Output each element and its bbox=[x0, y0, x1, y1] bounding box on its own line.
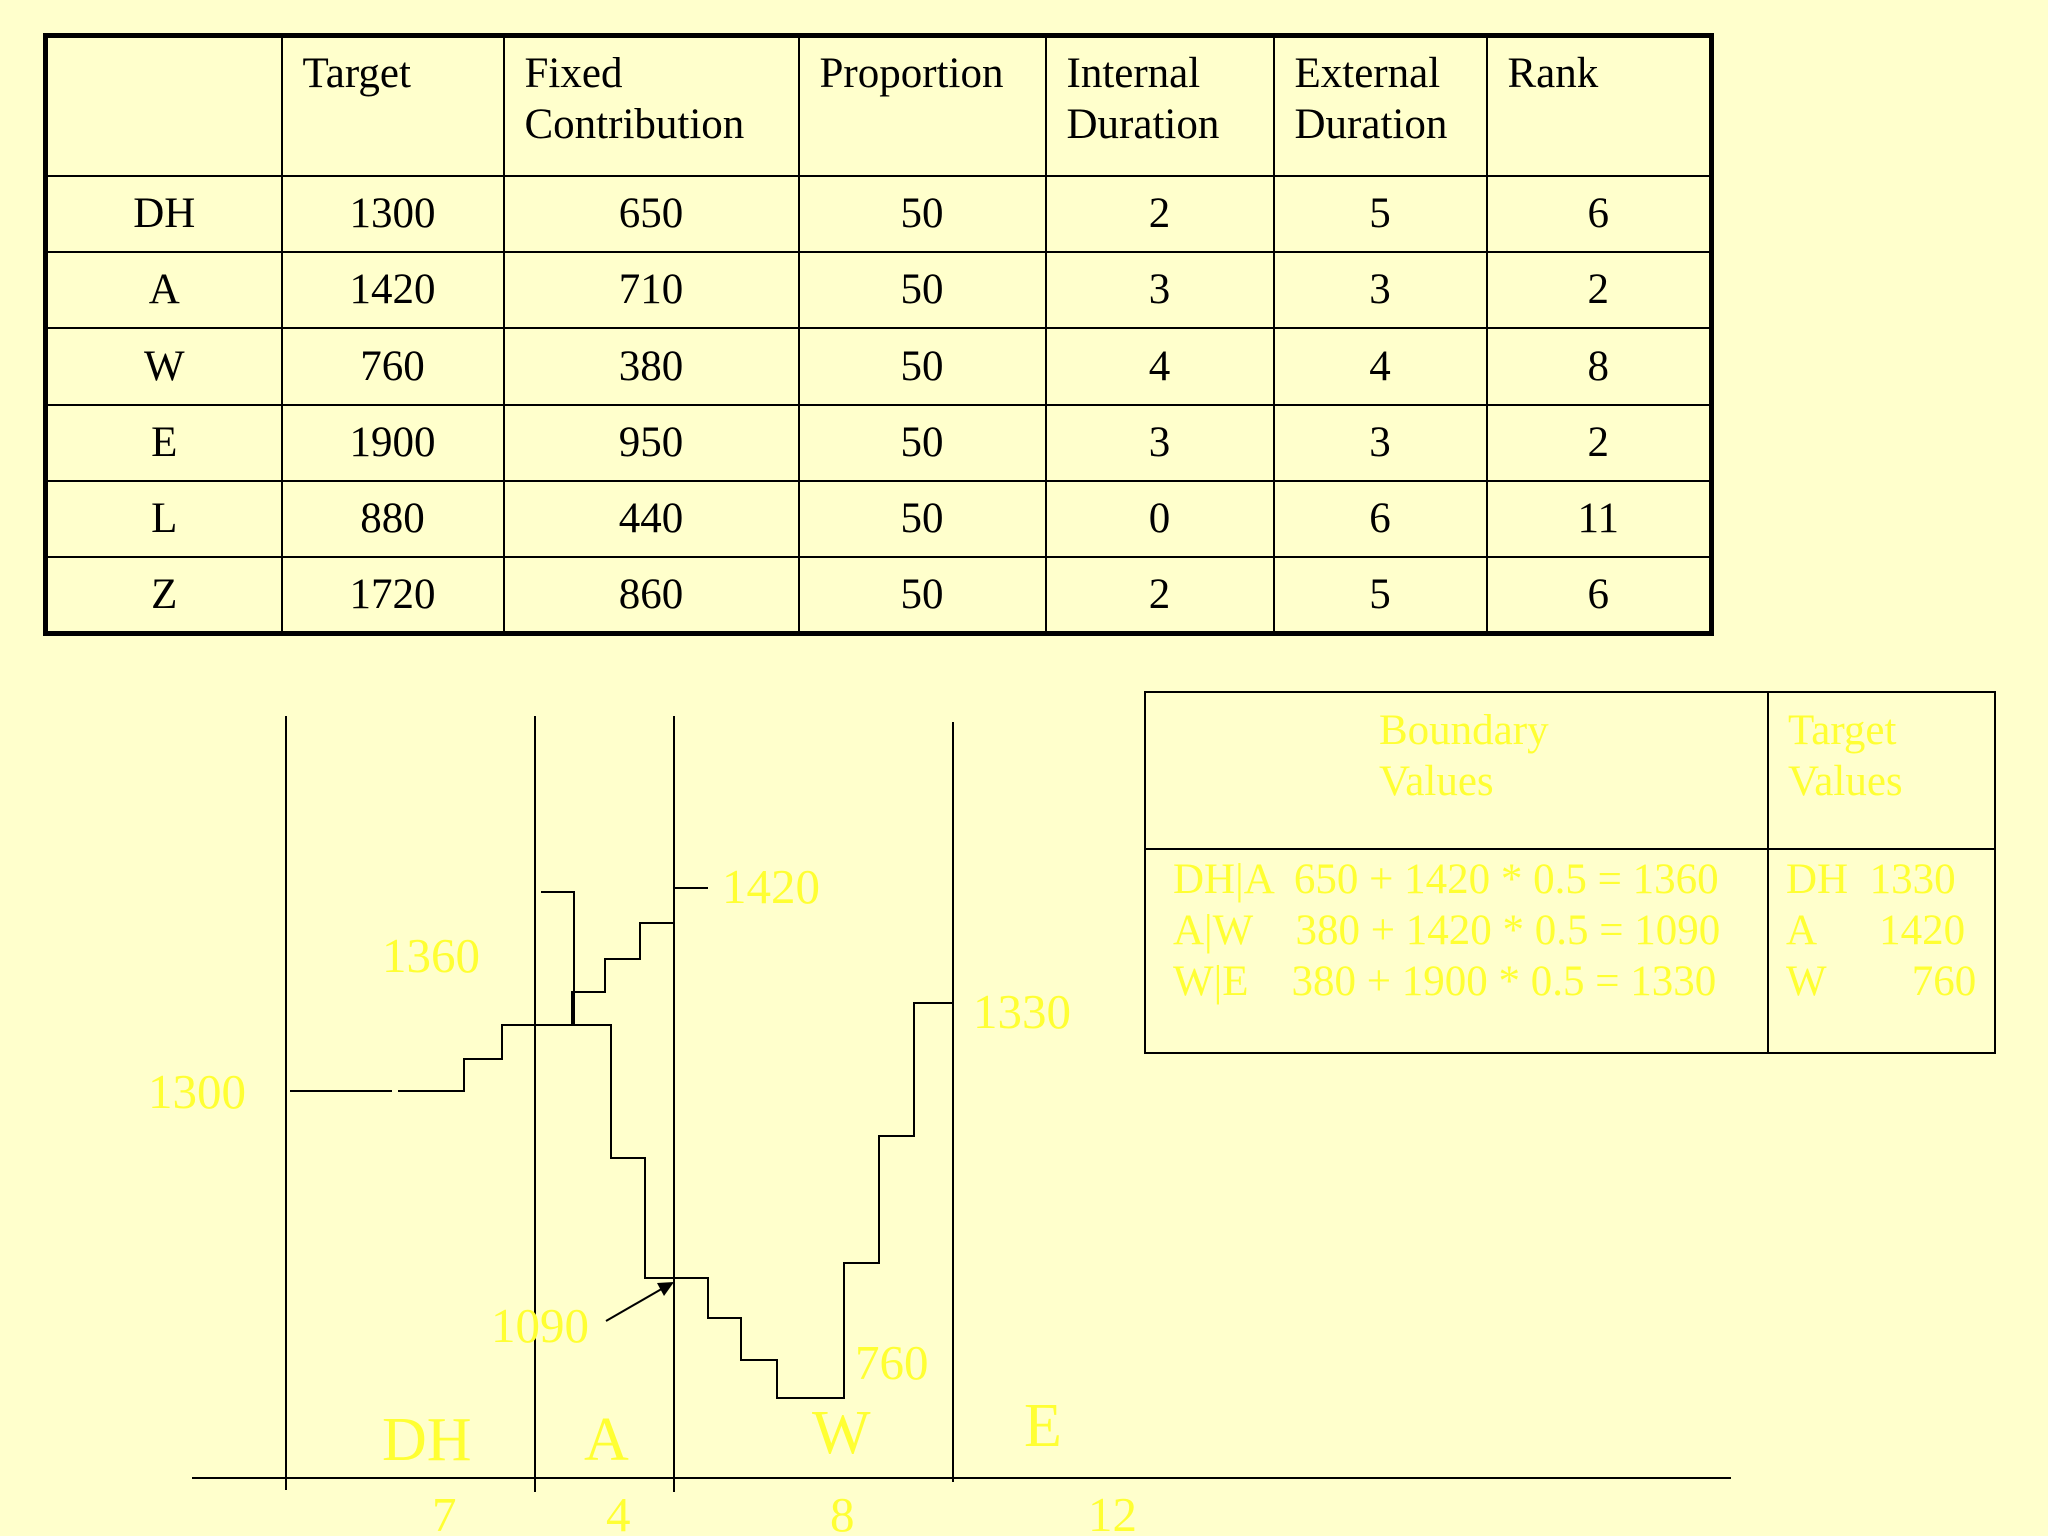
cell-external-duration: 5 bbox=[1272, 555, 1488, 635]
dh-step-line bbox=[398, 1024, 574, 1092]
a-falling-step-line bbox=[574, 1002, 953, 1399]
cell-fixed-contribution: 380 bbox=[502, 326, 800, 406]
label-760: 760 bbox=[855, 1335, 929, 1390]
table-row: E 1900 950 50 3 3 2 bbox=[44, 403, 1713, 482]
a-top-step-line bbox=[541, 891, 575, 1025]
boundary-values-box: Boundary Values Target Values DH|A 650 +… bbox=[1144, 691, 1996, 1054]
table-row: DH 1300 650 50 2 5 6 bbox=[44, 174, 1713, 253]
box-vertical-divider bbox=[1767, 693, 1769, 1052]
cell-row-label: A bbox=[44, 250, 283, 329]
cell-rank: 2 bbox=[1485, 250, 1713, 329]
cell-external-duration: 5 bbox=[1272, 174, 1488, 253]
header-cell-empty bbox=[44, 34, 283, 177]
header-rank: Rank bbox=[1485, 34, 1713, 177]
cell-row-label: Z bbox=[44, 555, 283, 635]
cell-external-duration: 3 bbox=[1272, 250, 1488, 329]
arrow-1090-head bbox=[657, 1282, 674, 1296]
cell-fixed-contribution: 710 bbox=[502, 250, 800, 329]
region-label-e: E bbox=[1024, 1392, 1062, 1460]
table-row: W 760 380 50 4 4 8 bbox=[44, 326, 1713, 406]
table-row: A 1420 710 50 3 3 2 bbox=[44, 250, 1713, 329]
axis-tick-label: 4 bbox=[606, 1487, 631, 1536]
cell-external-duration: 4 bbox=[1272, 326, 1488, 406]
cell-rank: 11 bbox=[1485, 479, 1713, 558]
boundary-line: DH|A 650 + 1420 * 0.5 = 1360 bbox=[1173, 856, 1719, 903]
boundary-values-header: Boundary Values bbox=[1379, 707, 1549, 805]
cell-rank: 8 bbox=[1485, 326, 1713, 406]
cell-proportion: 50 bbox=[797, 403, 1047, 482]
axis-tick-label: 12 bbox=[1088, 1487, 1137, 1536]
header-external-duration: External Duration bbox=[1272, 34, 1488, 177]
target-line: A 1420 bbox=[1786, 907, 1966, 954]
axis-tick-label: 7 bbox=[432, 1487, 457, 1536]
cell-external-duration: 6 bbox=[1272, 479, 1488, 558]
target-line: DH 1330 bbox=[1786, 856, 1956, 903]
cell-rank: 2 bbox=[1485, 403, 1713, 482]
cell-row-label: E bbox=[44, 403, 283, 482]
cell-internal-duration: 2 bbox=[1044, 174, 1275, 253]
region-label-w: W bbox=[812, 1399, 871, 1467]
header-internal-duration: Internal Duration bbox=[1044, 34, 1275, 177]
boundary-line: A|W 380 + 1420 * 0.5 = 1090 bbox=[1173, 907, 1721, 954]
cell-fixed-contribution: 650 bbox=[502, 174, 800, 253]
cell-rank: 6 bbox=[1485, 555, 1713, 635]
cell-internal-duration: 0 bbox=[1044, 479, 1275, 558]
cell-target: 1300 bbox=[280, 174, 505, 253]
cell-proportion: 50 bbox=[797, 326, 1047, 406]
header-fixed-contribution: Fixed Contribution bbox=[502, 34, 800, 177]
label-1330: 1330 bbox=[973, 984, 1071, 1039]
cell-external-duration: 3 bbox=[1272, 403, 1488, 482]
cell-internal-duration: 4 bbox=[1044, 326, 1275, 406]
cell-proportion: 50 bbox=[797, 479, 1047, 558]
table-row: Z 1720 860 50 2 5 6 bbox=[44, 555, 1713, 635]
label-1090: 1090 bbox=[491, 1298, 589, 1353]
region-label-dh: DH bbox=[382, 1406, 472, 1474]
cell-target: 1720 bbox=[280, 555, 505, 635]
box-horizontal-divider bbox=[1146, 848, 1994, 850]
cell-proportion: 50 bbox=[797, 555, 1047, 635]
table-row: L 880 440 50 0 6 11 bbox=[44, 479, 1713, 558]
boundary-line: W|E 380 + 1900 * 0.5 = 1330 bbox=[1173, 958, 1717, 1005]
cell-row-label: W bbox=[44, 326, 283, 406]
header-target: Target bbox=[280, 34, 505, 177]
table-header-row: Target Fixed Contribution Proportion Inte… bbox=[44, 34, 1713, 177]
target-values-header: Target Values bbox=[1788, 707, 1903, 805]
cell-target: 760 bbox=[280, 326, 505, 406]
cell-internal-duration: 2 bbox=[1044, 555, 1275, 635]
label-1360: 1360 bbox=[382, 928, 480, 983]
axis-tick-label: 8 bbox=[830, 1487, 855, 1536]
cell-row-label: L bbox=[44, 479, 283, 558]
region-label-a: A bbox=[584, 1406, 629, 1474]
target-line: W 760 bbox=[1786, 958, 1977, 1005]
data-table: Target Fixed Contribution Proportion Inte… bbox=[43, 33, 1714, 636]
cell-proportion: 50 bbox=[797, 250, 1047, 329]
cell-internal-duration: 3 bbox=[1044, 250, 1275, 329]
label-1300: 1300 bbox=[148, 1064, 246, 1119]
cell-fixed-contribution: 440 bbox=[502, 479, 800, 558]
header-proportion: Proportion bbox=[797, 34, 1047, 177]
cell-target: 880 bbox=[280, 479, 505, 558]
arrow-1090-shaft bbox=[605, 1286, 666, 1322]
cell-fixed-contribution: 950 bbox=[502, 403, 800, 482]
cell-target: 1900 bbox=[280, 403, 505, 482]
cell-internal-duration: 3 bbox=[1044, 403, 1275, 482]
cell-proportion: 50 bbox=[797, 174, 1047, 253]
cell-rank: 6 bbox=[1485, 174, 1713, 253]
a-rising-step-line bbox=[571, 887, 708, 1025]
cell-fixed-contribution: 860 bbox=[502, 555, 800, 635]
label-1420: 1420 bbox=[722, 859, 820, 914]
cell-row-label: DH bbox=[44, 174, 283, 253]
cell-target: 1420 bbox=[280, 250, 505, 329]
